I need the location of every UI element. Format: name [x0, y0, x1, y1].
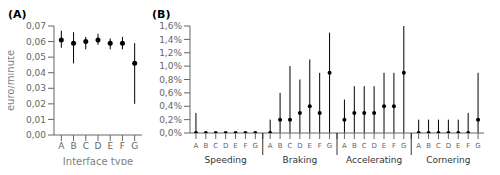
- svg-text:0,01: 0,01: [26, 115, 46, 125]
- svg-text:F: F: [318, 142, 322, 150]
- svg-text:Speeding: Speeding: [205, 155, 247, 165]
- svg-text:B: B: [203, 142, 208, 150]
- svg-text:0,06: 0,06: [26, 37, 46, 47]
- svg-text:0,00: 0,00: [26, 130, 46, 140]
- svg-text:A: A: [194, 142, 199, 150]
- svg-text:0,07: 0,07: [26, 21, 46, 31]
- svg-text:1,6%: 1,6%: [159, 21, 182, 31]
- html-text:(B): (B): [152, 8, 171, 21]
- svg-text:Cornering: Cornering: [426, 155, 470, 165]
- svg-text:C: C: [436, 142, 441, 150]
- svg-text:D: D: [446, 142, 451, 150]
- svg-text:C: C: [213, 142, 218, 150]
- html-text:(A): (A): [8, 8, 27, 21]
- svg-text:E: E: [107, 141, 113, 151]
- svg-text:0,04: 0,04: [26, 68, 46, 78]
- svg-text:Braking: Braking: [283, 155, 318, 165]
- svg-text:Accelerating: Accelerating: [346, 155, 402, 165]
- svg-text:E: E: [382, 142, 386, 150]
- svg-text:D: D: [223, 142, 228, 150]
- svg-text:0,02: 0,02: [26, 99, 46, 109]
- svg-text:0,8%: 0,8%: [159, 75, 182, 85]
- svg-text:B: B: [426, 142, 431, 150]
- svg-text:G: G: [253, 142, 258, 150]
- svg-text:E: E: [233, 142, 237, 150]
- svg-text:euro/minute: euro/minute: [8, 50, 16, 111]
- svg-text:F: F: [120, 141, 125, 151]
- svg-text:G: G: [401, 142, 406, 150]
- svg-text:0,05: 0,05: [26, 52, 46, 62]
- svg-text:0,4%: 0,4%: [159, 101, 182, 111]
- svg-text:D: D: [371, 142, 376, 150]
- svg-text:B: B: [278, 142, 283, 150]
- svg-text:G: G: [131, 141, 138, 151]
- svg-text:G: G: [327, 142, 332, 150]
- svg-text:0,2%: 0,2%: [159, 115, 182, 125]
- svg-text:A: A: [416, 142, 421, 150]
- svg-text:1,0%: 1,0%: [159, 61, 182, 71]
- svg-text:D: D: [95, 141, 102, 151]
- svg-text:E: E: [308, 142, 312, 150]
- svg-text:1,2%: 1,2%: [159, 48, 182, 58]
- svg-text:0,6%: 0,6%: [159, 88, 182, 98]
- svg-text:A: A: [342, 142, 347, 150]
- svg-text:E: E: [456, 142, 460, 150]
- svg-text:A: A: [268, 142, 273, 150]
- svg-text:A: A: [58, 141, 65, 151]
- svg-text:G: G: [475, 142, 480, 150]
- svg-text:C: C: [288, 142, 293, 150]
- svg-text:0,03: 0,03: [26, 83, 46, 93]
- svg-text:C: C: [362, 142, 367, 150]
- svg-text:1,4%: 1,4%: [159, 35, 182, 45]
- svg-text:C: C: [83, 141, 89, 151]
- svg-text:B: B: [70, 141, 76, 151]
- svg-text:F: F: [392, 142, 396, 150]
- svg-text:D: D: [297, 142, 302, 150]
- svg-text:B: B: [352, 142, 357, 150]
- svg-text:Interface type: Interface type: [63, 156, 133, 165]
- svg-text:F: F: [466, 142, 470, 150]
- svg-text:0,0%: 0,0%: [159, 128, 182, 138]
- svg-text:F: F: [243, 142, 247, 150]
